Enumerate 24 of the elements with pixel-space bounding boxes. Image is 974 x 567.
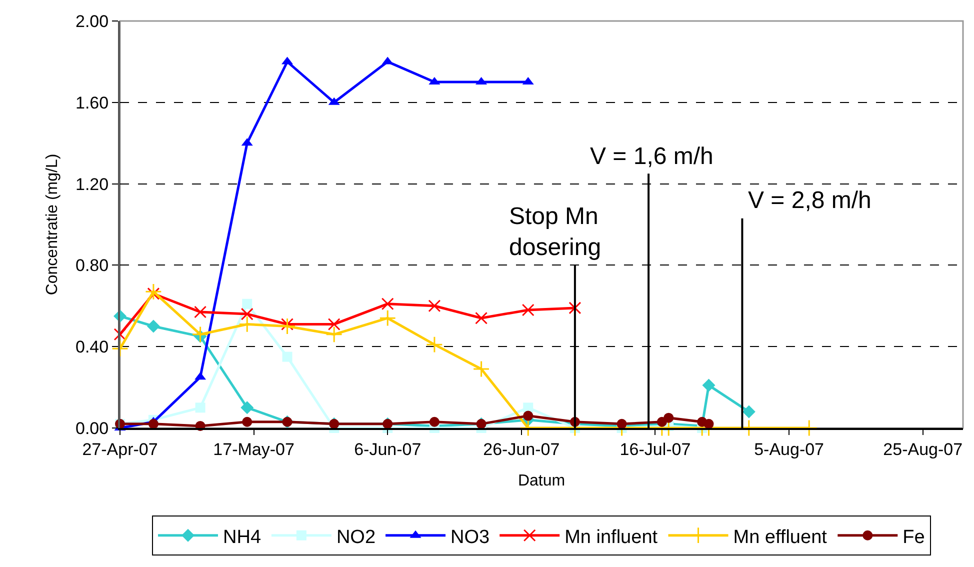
ref-line-label: Stop Mn dosering xyxy=(509,203,602,262)
x-tick-label: 27-Apr-07 xyxy=(82,440,158,460)
x-tick-label: 26-Jun-07 xyxy=(483,440,560,460)
ref-line-label: V = 2,8 m/h xyxy=(748,187,872,214)
legend-label: NO3 xyxy=(450,526,490,548)
y-tick-label: 2.00 xyxy=(76,12,109,31)
y-axis-title: Concentratie (mg/L) xyxy=(44,154,61,296)
ref-line-label: V = 1,6 m/h xyxy=(590,143,714,170)
y-tick-label: 0.40 xyxy=(76,338,109,357)
legend-label: NO2 xyxy=(336,526,376,548)
x-tick-label: 25-Aug-07 xyxy=(883,440,963,460)
legend-label: Fe xyxy=(902,526,925,548)
x-tick-label: 16-Jul-07 xyxy=(620,440,691,460)
x-axis-title: Datum xyxy=(518,472,566,490)
y-tick-label: 0.80 xyxy=(76,256,109,276)
legend-label: Mn effluent xyxy=(733,526,828,548)
x-tick-label: 5-Aug-07 xyxy=(754,440,824,460)
legend-label: Mn influent xyxy=(564,526,658,548)
x-tick-label: 17-May-07 xyxy=(213,440,294,460)
y-tick-label: 1.20 xyxy=(76,174,109,194)
legend-label: NH4 xyxy=(223,526,262,548)
y-tick-label: 1.60 xyxy=(76,93,109,112)
y-tick-label: 0.00 xyxy=(76,418,109,438)
x-tick-label: 6-Jun-07 xyxy=(354,440,422,460)
